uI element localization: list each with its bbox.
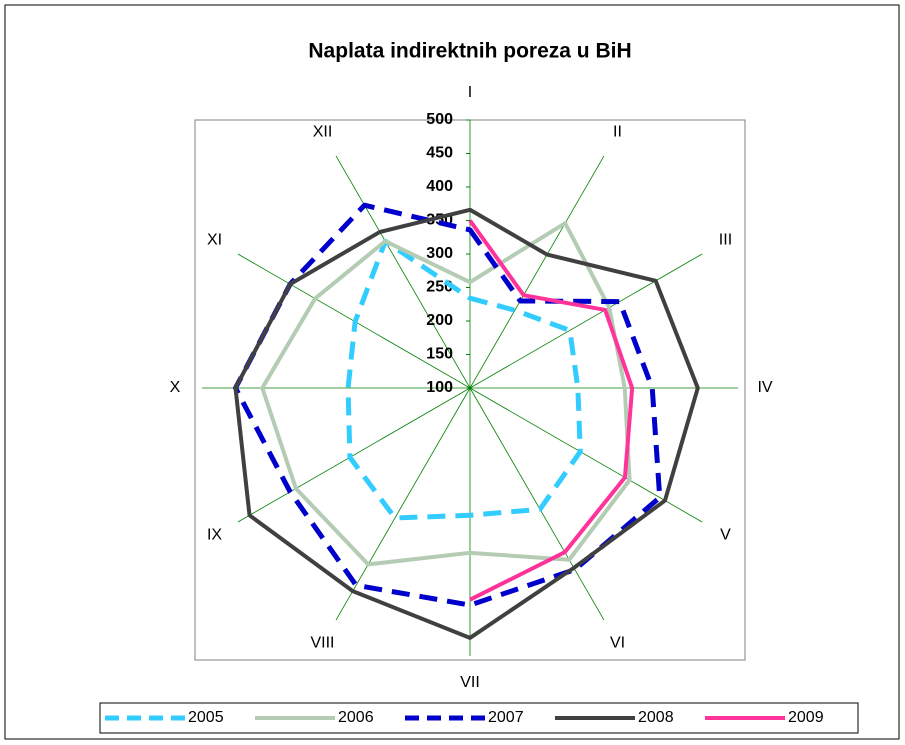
category-label: IV [757,379,772,396]
category-label: XII [313,124,333,141]
r-tick-label: 200 [426,312,453,329]
r-tick-label: 400 [426,178,453,195]
r-tick-label: 150 [426,346,453,363]
series-line [260,221,632,567]
legend-label: 2007 [488,709,524,726]
spoke [335,387,471,621]
r-tick-label: 450 [426,145,453,162]
r-tick-label: 500 [426,111,453,128]
chart-title: Naplata indirektnih poreza u BiH [308,40,631,63]
r-tick-label: 100 [426,379,453,396]
legend-label: 2006 [338,709,374,726]
category-label: V [720,527,731,544]
spoke [469,387,605,621]
spoke [237,387,471,523]
r-tick-label: 300 [426,245,453,262]
chart-border [4,4,900,740]
category-label: VIII [310,635,334,652]
category-label: XI [207,232,222,249]
category-label: I [468,84,472,101]
category-label: X [170,379,181,396]
category-label: VI [610,635,625,652]
series-line [345,238,583,521]
series-line [233,207,700,640]
spoke [335,155,471,389]
category-label: IX [207,527,222,544]
category-label: VII [460,674,480,691]
legend-label: 2005 [188,709,224,726]
spoke [469,253,703,389]
legend-label: 2008 [638,709,674,726]
category-label: II [613,124,622,141]
spoke [469,155,605,389]
category-label: III [719,232,732,249]
series-line [468,219,635,602]
legend-label: 2009 [788,709,824,726]
